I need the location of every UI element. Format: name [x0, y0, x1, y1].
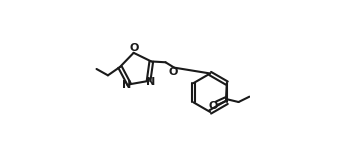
- Text: O: O: [130, 43, 139, 53]
- Text: O: O: [169, 67, 178, 77]
- Text: N: N: [122, 80, 132, 90]
- Text: O: O: [209, 101, 218, 111]
- Text: N: N: [146, 77, 155, 87]
